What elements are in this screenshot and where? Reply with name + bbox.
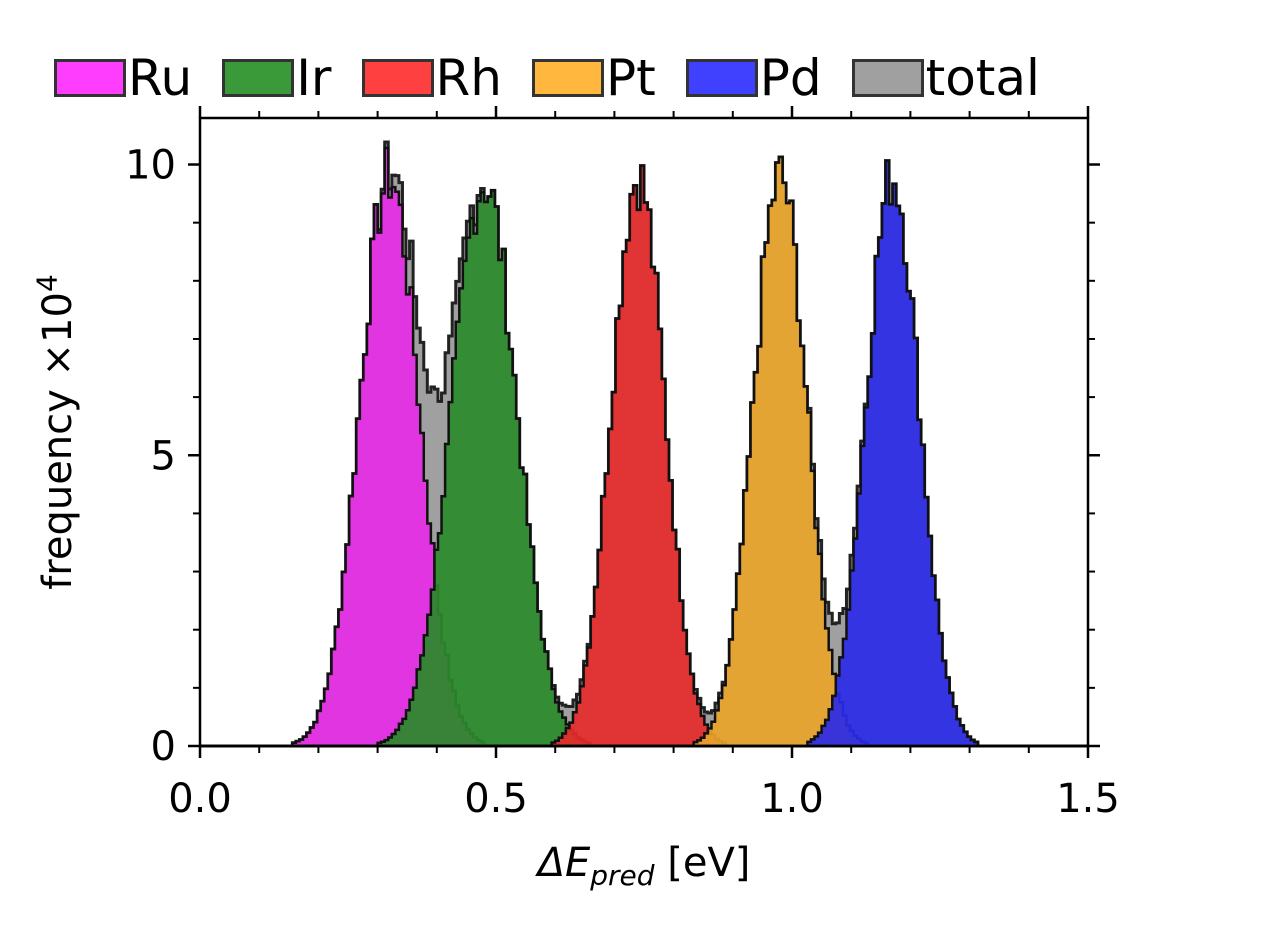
y-tick-label: 0 [151, 724, 176, 770]
x-tick-label: 0.0 [168, 776, 232, 822]
legend-item-pt: Pt [531, 48, 656, 108]
y-tick-label: 5 [151, 433, 176, 479]
legend-label-ru: Ru [128, 49, 193, 107]
x-axis-label-symbol: ΔE [537, 840, 591, 886]
legend-swatch-ir [222, 59, 295, 97]
x-axis-label-unit: [eV] [654, 840, 751, 886]
plot-area [200, 140, 1088, 748]
legend-swatch-pt [531, 59, 604, 97]
y-axis-label: frequency ×104 [31, 274, 81, 590]
x-tick-label: 0.5 [464, 776, 528, 822]
y-axis-label-exponent: 4 [30, 274, 64, 293]
legend-label-total: total [925, 49, 1040, 107]
legend-label-pt: Pt [605, 49, 656, 107]
legend-item-ir: Ir [222, 48, 332, 108]
legend-item-total: total [851, 48, 1040, 108]
legend-swatch-rh [361, 59, 434, 97]
plot-frame [198, 116, 1090, 748]
legend-swatch-total [851, 59, 924, 97]
y-axis-label-text: frequency ×10 [35, 292, 81, 590]
legend-label-ir: Ir [296, 49, 332, 107]
x-tick-label: 1.0 [760, 776, 824, 822]
legend-item-ru: Ru [54, 48, 192, 108]
x-tick-label: 1.5 [1056, 776, 1120, 822]
y-tick-label: 10 [125, 143, 176, 189]
legend: Ru Ir Rh Pt Pd total [54, 48, 1040, 108]
x-axis-label-subscript: pred [590, 859, 655, 892]
x-axis-label: ΔEpred [eV] [538, 840, 751, 892]
axes: 0.0 0.5 1.0 1.5 0 5 10 [125, 106, 1120, 822]
legend-swatch-pd [685, 59, 758, 97]
legend-item-pd: Pd [685, 48, 822, 108]
legend-item-rh: Rh [361, 48, 502, 108]
legend-label-rh: Rh [435, 49, 502, 107]
legend-swatch-ru [54, 59, 126, 97]
legend-label-pd: Pd [759, 49, 822, 107]
